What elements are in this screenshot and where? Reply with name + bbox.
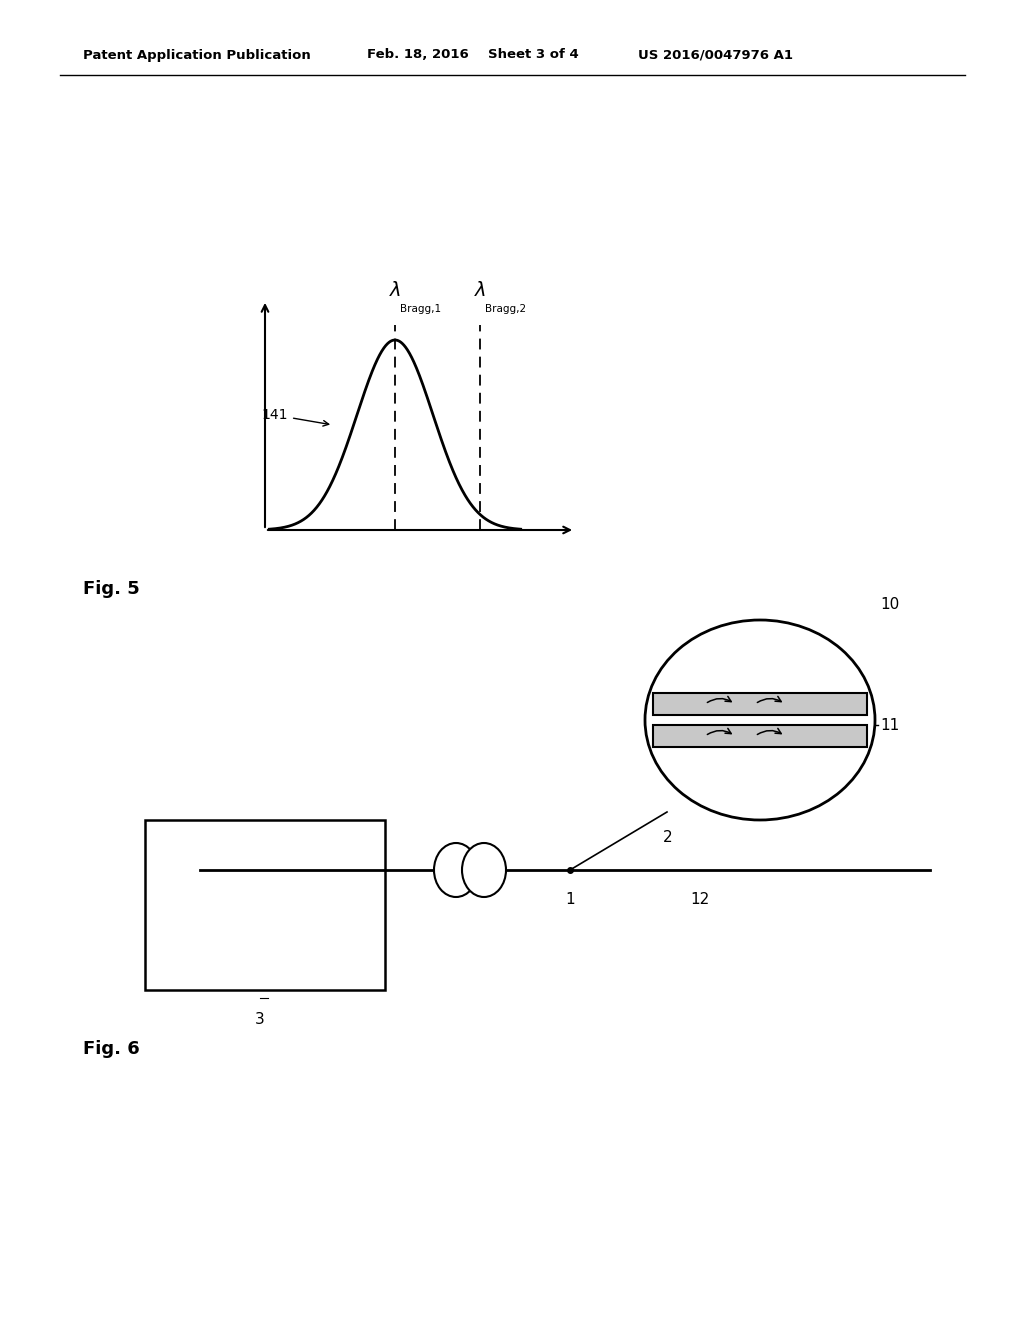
Text: Fig. 5: Fig. 5	[83, 579, 139, 598]
Text: 1: 1	[565, 892, 574, 907]
Text: US 2016/0047976 A1: US 2016/0047976 A1	[638, 49, 793, 62]
Text: $\lambda$: $\lambda$	[474, 281, 486, 300]
Text: Bragg,2: Bragg,2	[485, 304, 526, 314]
Ellipse shape	[645, 620, 874, 820]
Text: Patent Application Publication: Patent Application Publication	[83, 49, 310, 62]
Text: Bragg,1: Bragg,1	[400, 304, 441, 314]
Ellipse shape	[434, 843, 478, 898]
Text: 11: 11	[880, 718, 899, 733]
Text: Sheet 3 of 4: Sheet 3 of 4	[488, 49, 579, 62]
Text: 10: 10	[880, 597, 899, 612]
Text: 141: 141	[261, 408, 329, 426]
Text: 3: 3	[255, 1012, 265, 1027]
Ellipse shape	[462, 843, 506, 898]
Bar	[145, 820, 385, 990]
Bar	[653, 693, 867, 715]
Text: $\lambda$: $\lambda$	[389, 281, 401, 300]
Text: Fig. 6: Fig. 6	[83, 1040, 139, 1059]
Text: Feb. 18, 2016: Feb. 18, 2016	[367, 49, 469, 62]
Text: 12: 12	[690, 892, 710, 907]
Bar	[653, 725, 867, 747]
Text: 2: 2	[663, 830, 673, 845]
